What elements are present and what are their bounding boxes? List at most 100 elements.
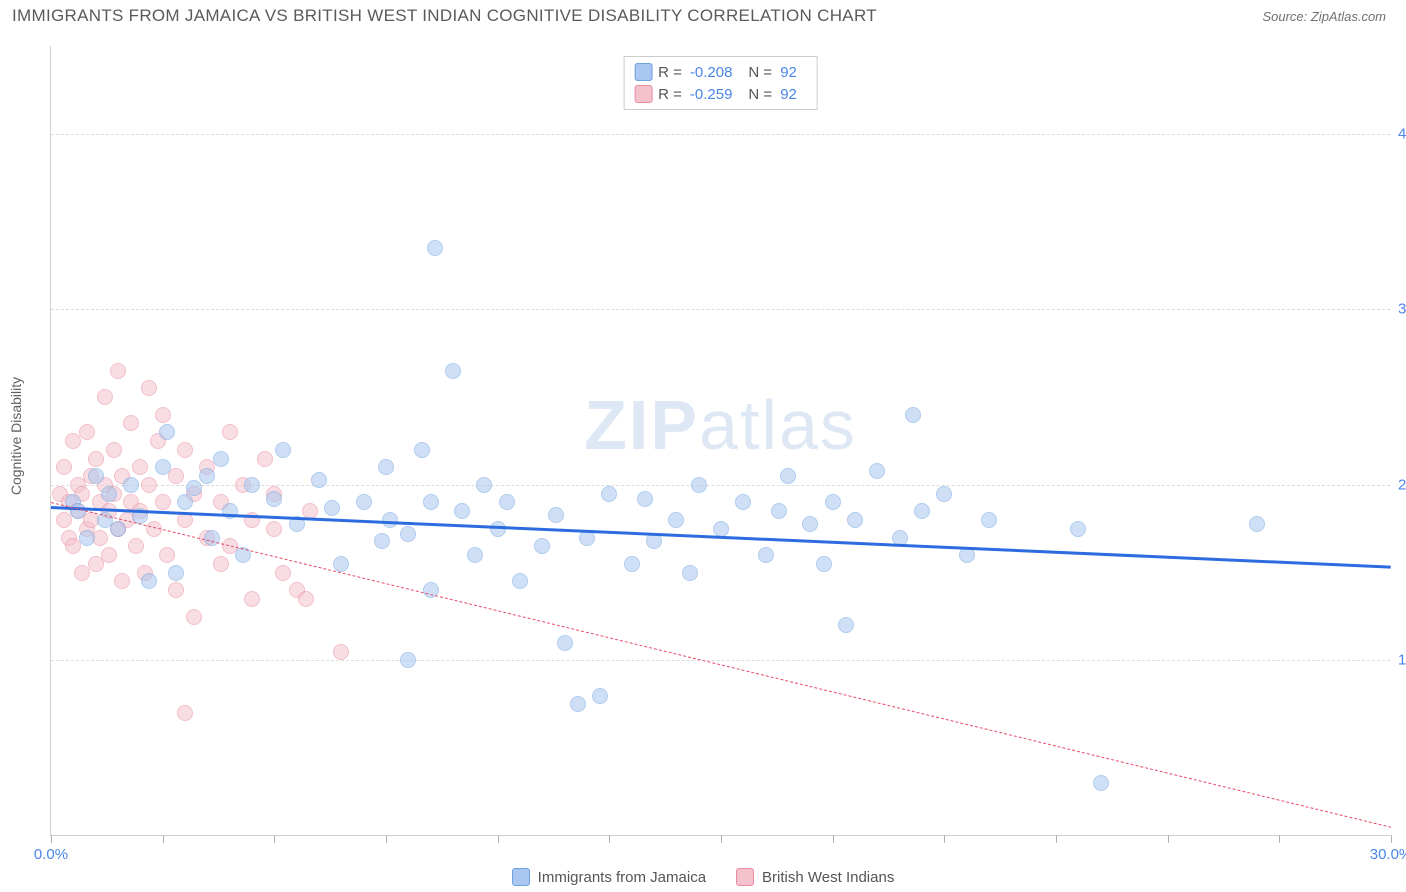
y-tick-label: 20.0% [1398, 476, 1406, 493]
data-point [128, 538, 144, 554]
data-point [186, 480, 202, 496]
data-point [1249, 516, 1265, 532]
x-tick [721, 835, 722, 843]
chart-title: IMMIGRANTS FROM JAMAICA VS BRITISH WEST … [12, 6, 877, 26]
data-point [257, 451, 273, 467]
data-point [713, 521, 729, 537]
data-point [378, 459, 394, 475]
data-point [70, 503, 86, 519]
data-point [414, 442, 430, 458]
x-tick [163, 835, 164, 843]
y-tick-label: 40.0% [1398, 125, 1406, 142]
watermark: ZIPatlas [584, 385, 857, 465]
legend-swatch [634, 85, 652, 103]
data-point [423, 494, 439, 510]
data-point [298, 591, 314, 607]
gridline-y [51, 660, 1390, 661]
data-point [213, 451, 229, 467]
data-point [275, 442, 291, 458]
data-point [79, 530, 95, 546]
data-point [869, 463, 885, 479]
data-point [97, 389, 113, 405]
x-tick [1168, 835, 1169, 843]
legend-r-value: -0.208 [690, 64, 733, 81]
x-tick-label: 30.0% [1370, 846, 1406, 863]
data-point [534, 538, 550, 554]
gridline-y [51, 134, 1390, 135]
data-point [199, 468, 215, 484]
data-point [106, 442, 122, 458]
trend-line [51, 506, 1391, 569]
legend-swatch [512, 868, 530, 886]
x-tick [1279, 835, 1280, 843]
data-point [266, 521, 282, 537]
data-point [467, 547, 483, 563]
data-point [222, 424, 238, 440]
y-tick-label: 10.0% [1398, 652, 1406, 669]
data-point [691, 477, 707, 493]
data-point [155, 494, 171, 510]
data-point [311, 472, 327, 488]
data-point [838, 617, 854, 633]
data-point [802, 516, 818, 532]
legend-r-label: R = [658, 64, 682, 81]
data-point [981, 512, 997, 528]
data-point [155, 459, 171, 475]
data-point [570, 696, 586, 712]
data-point [499, 494, 515, 510]
data-point [1093, 775, 1109, 791]
data-point [400, 526, 416, 542]
data-point [123, 477, 139, 493]
x-tick [51, 835, 52, 843]
data-point [816, 556, 832, 572]
data-point [374, 533, 390, 549]
data-point [825, 494, 841, 510]
data-point [132, 459, 148, 475]
plot-area: ZIPatlas R =-0.208N =92R =-0.259N =92 10… [50, 46, 1390, 836]
x-tick [609, 835, 610, 843]
data-point [758, 547, 774, 563]
data-point [79, 424, 95, 440]
data-point [266, 491, 282, 507]
x-tick [386, 835, 387, 843]
data-point [110, 521, 126, 537]
legend-r-label: R = [658, 86, 682, 103]
x-tick [833, 835, 834, 843]
data-point [557, 635, 573, 651]
data-point [168, 582, 184, 598]
data-point [177, 494, 193, 510]
legend-row: R =-0.259N =92 [634, 83, 807, 105]
data-point [244, 591, 260, 607]
data-point [476, 477, 492, 493]
legend-n-value: 92 [780, 64, 797, 81]
data-point [159, 547, 175, 563]
chart-container: Cognitive Disability ZIPatlas R =-0.208N… [0, 36, 1406, 892]
data-point [159, 424, 175, 440]
y-axis-label: Cognitive Disability [8, 377, 24, 495]
data-point [624, 556, 640, 572]
data-point [324, 500, 340, 516]
data-point [682, 565, 698, 581]
data-point [601, 486, 617, 502]
legend-item: British West Indians [736, 868, 894, 886]
data-point [88, 468, 104, 484]
data-point [512, 573, 528, 589]
y-tick-label: 30.0% [1398, 301, 1406, 318]
data-point [356, 494, 372, 510]
data-point [400, 652, 416, 668]
x-tick [944, 835, 945, 843]
data-point [101, 547, 117, 563]
data-point [168, 565, 184, 581]
data-point [333, 556, 349, 572]
x-tick-label: 0.0% [34, 846, 68, 863]
data-point [141, 380, 157, 396]
trend-line [51, 502, 1391, 828]
legend-swatch [634, 63, 652, 81]
data-point [914, 503, 930, 519]
data-point [847, 512, 863, 528]
data-point [771, 503, 787, 519]
data-point [141, 573, 157, 589]
data-point [445, 363, 461, 379]
data-point [936, 486, 952, 502]
data-point [275, 565, 291, 581]
